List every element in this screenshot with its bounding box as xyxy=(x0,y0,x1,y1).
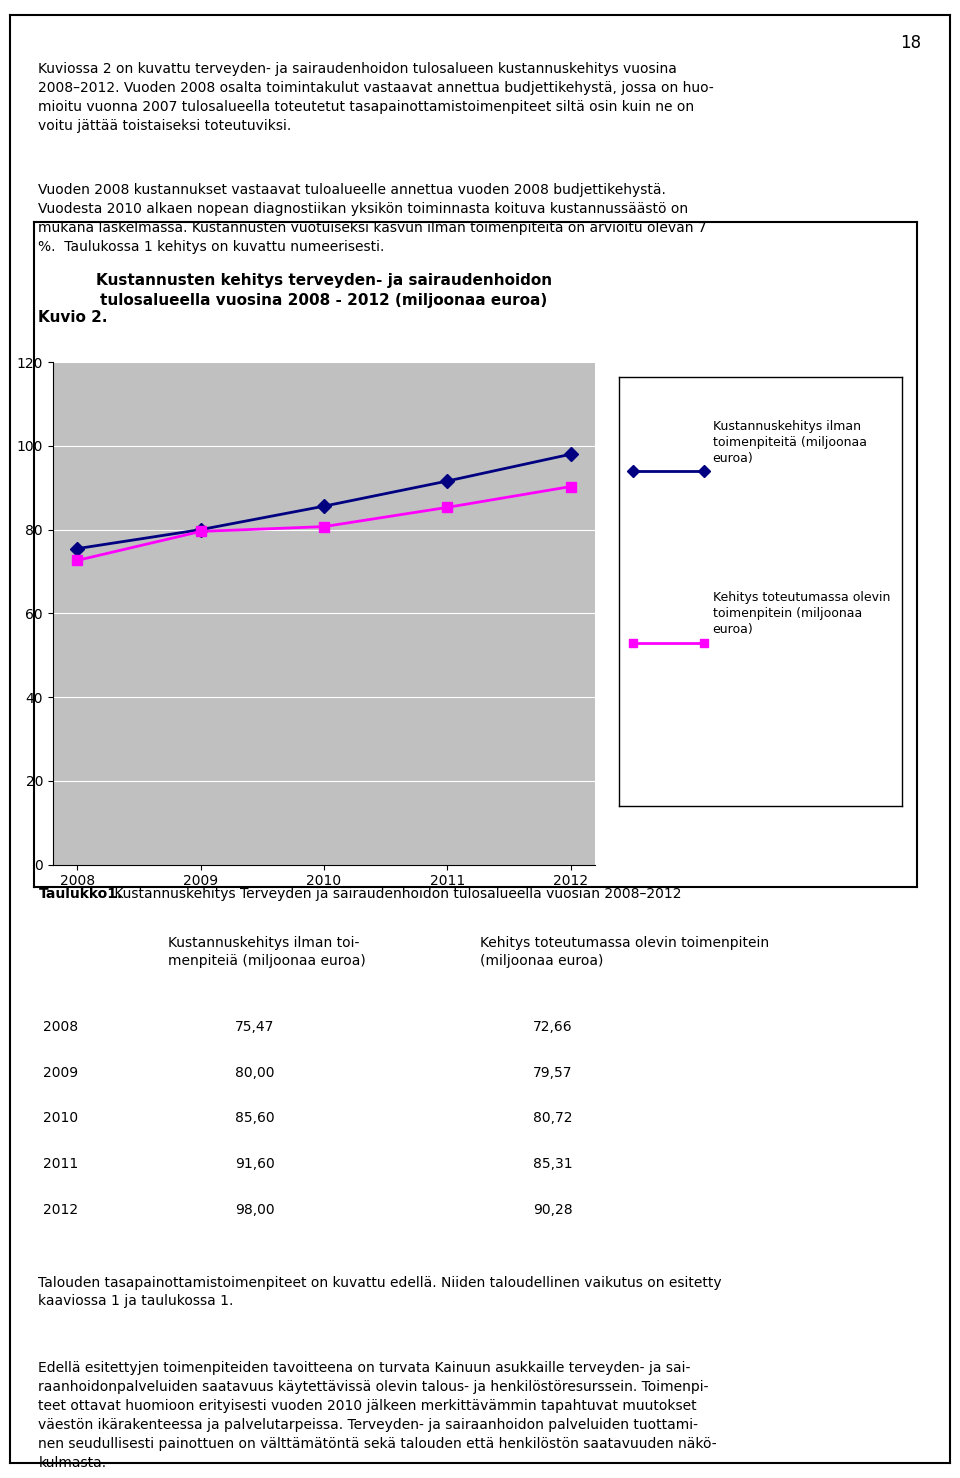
Text: Kuvio 2.: Kuvio 2. xyxy=(38,310,108,325)
Text: 2009: 2009 xyxy=(43,1066,79,1079)
Text: Kehitys toteutumassa olevin
toimenpitein (miljoonaa
euroa): Kehitys toteutumassa olevin toimenpitein… xyxy=(712,591,890,636)
Text: 90,28: 90,28 xyxy=(533,1203,572,1216)
Text: Kehitys toteutumassa olevin toimenpitein
(miljoonaa euroa): Kehitys toteutumassa olevin toimenpitein… xyxy=(480,936,769,968)
Text: 2010: 2010 xyxy=(43,1111,79,1125)
Text: Kustannuskehitys ilman
toimenpiteitä (miljoonaa
euroa): Kustannuskehitys ilman toimenpiteitä (mi… xyxy=(712,420,867,464)
Text: 75,47: 75,47 xyxy=(235,1020,275,1033)
Text: 91,60: 91,60 xyxy=(235,1157,275,1171)
Text: Kustannuskehitys Terveyden ja sairaudenhoidon tulosalueella vuosian 2008–2012: Kustannuskehitys Terveyden ja sairaudenh… xyxy=(110,887,682,900)
Text: 18: 18 xyxy=(900,34,922,52)
Text: 2012: 2012 xyxy=(43,1203,79,1216)
Text: 80,00: 80,00 xyxy=(235,1066,275,1079)
Text: 2008: 2008 xyxy=(43,1020,79,1033)
Text: Kustannuskehitys ilman toi-
menpiteiä (miljoonaa euroa): Kustannuskehitys ilman toi- menpiteiä (m… xyxy=(168,936,366,968)
Text: 98,00: 98,00 xyxy=(235,1203,275,1216)
Text: 80,72: 80,72 xyxy=(533,1111,572,1125)
Text: 79,57: 79,57 xyxy=(533,1066,572,1079)
Text: 85,60: 85,60 xyxy=(235,1111,275,1125)
Text: 2011: 2011 xyxy=(43,1157,79,1171)
Text: 85,31: 85,31 xyxy=(533,1157,572,1171)
Text: Vuoden 2008 kustannukset vastaavat tuloalueelle annettua vuoden 2008 budjettikeh: Vuoden 2008 kustannukset vastaavat tuloa… xyxy=(38,183,707,254)
Text: 72,66: 72,66 xyxy=(533,1020,572,1033)
Text: Talouden tasapainottamistoimenpiteet on kuvattu edellä. Niiden taloudellinen vai: Talouden tasapainottamistoimenpiteet on … xyxy=(38,1276,722,1308)
Text: Kuviossa 2 on kuvattu terveyden- ja sairaudenhoidon tulosalueen kustannuskehitys: Kuviossa 2 on kuvattu terveyden- ja sair… xyxy=(38,62,714,133)
Text: Kustannusten kehitys terveyden- ja sairaudenhoidon
tulosalueella vuosina 2008 - : Kustannusten kehitys terveyden- ja saira… xyxy=(96,273,552,309)
Text: Edellä esitettyjen toimenpiteiden tavoitteena on turvata Kainuun asukkaille terv: Edellä esitettyjen toimenpiteiden tavoit… xyxy=(38,1361,717,1471)
Text: Taulukko1.: Taulukko1. xyxy=(38,887,123,900)
